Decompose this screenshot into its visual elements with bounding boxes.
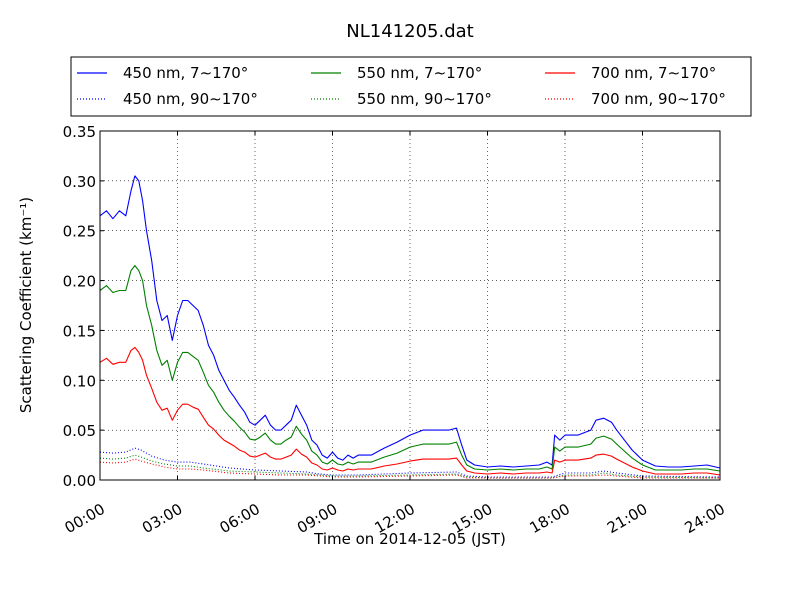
y-axis-label: Scattering Coefficient (km⁻¹) <box>17 197 35 413</box>
y-tick-label: 0.10 <box>63 372 96 390</box>
legend: 450 nm, 7∼170° 550 nm, 7∼170° 700 nm, 7∼17… <box>70 56 752 117</box>
y-tick-label: 0.35 <box>63 123 96 141</box>
legend-label: 550 nm, 7∼170° <box>357 64 482 82</box>
legend-label: 700 nm, 7∼170° <box>591 64 716 82</box>
x-axis-label: Time on 2014-12-05 (JST) <box>313 530 506 548</box>
chart-title: NL141205.dat <box>346 21 473 42</box>
series-group <box>99 175 721 479</box>
y-tick-label: 0.00 <box>63 472 96 490</box>
series-line <box>99 346 721 476</box>
y-tick-label: 0.25 <box>63 223 96 241</box>
series-line <box>99 265 721 472</box>
legend-label: 450 nm, 7∼170° <box>123 64 248 82</box>
y-tick-label: 0.15 <box>63 322 96 340</box>
y-tick-label: 0.20 <box>63 273 96 291</box>
y-tick-label: 0.30 <box>63 173 96 191</box>
legend-label: 700 nm, 90∼170° <box>591 90 726 108</box>
legend-label: 450 nm, 90∼170° <box>123 90 258 108</box>
series-line <box>99 175 721 469</box>
y-tick-label: 0.05 <box>63 422 96 440</box>
legend-box <box>70 56 752 117</box>
series-line <box>99 454 721 479</box>
legend-label: 550 nm, 90∼170° <box>357 90 492 108</box>
